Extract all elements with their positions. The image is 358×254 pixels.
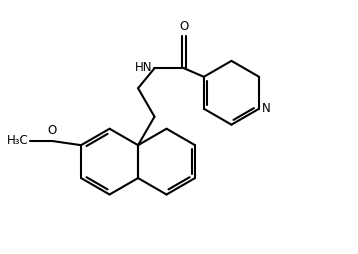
Text: H₃C: H₃C (7, 134, 28, 147)
Text: O: O (179, 20, 189, 34)
Text: O: O (48, 124, 57, 137)
Text: N: N (262, 102, 271, 115)
Text: HN: HN (135, 61, 152, 74)
